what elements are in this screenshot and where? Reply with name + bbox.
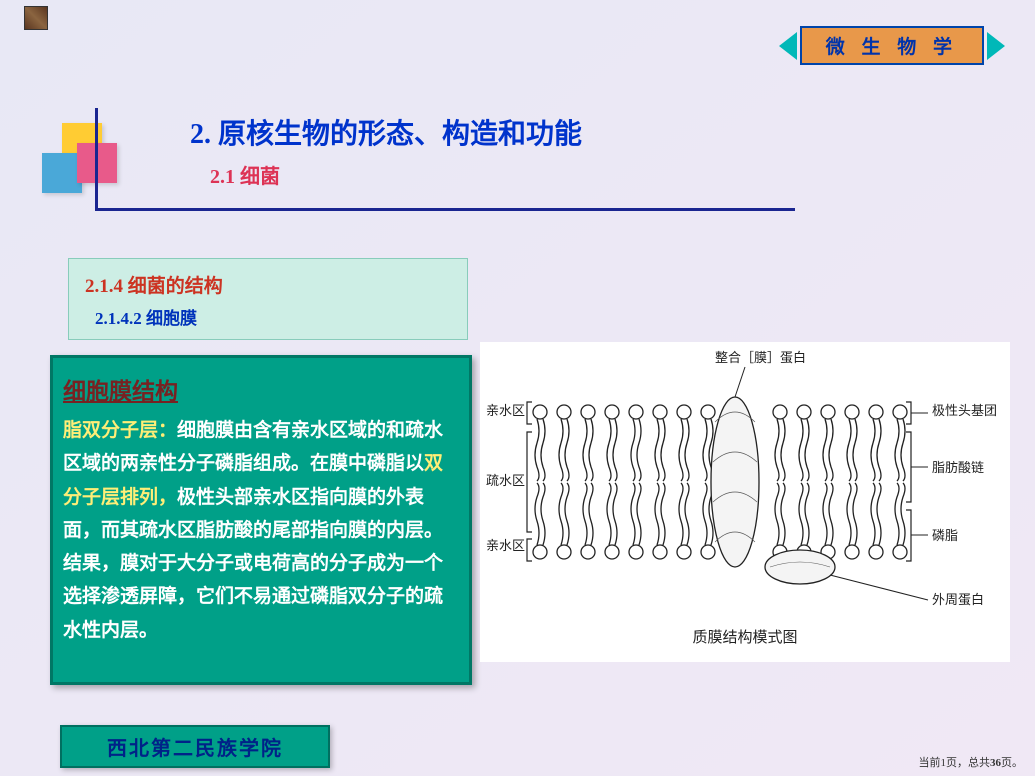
content-panel: 细胞膜结构 脂双分子层：细胞膜由含有亲水区域的和疏水区域的两亲性分子磷脂组成。在… bbox=[50, 355, 472, 685]
header-squares-graphic bbox=[42, 108, 172, 208]
footer-school: 西北第二民族学院 bbox=[60, 725, 330, 768]
ribbon-decoration bbox=[987, 32, 1005, 60]
diagram-caption: 质膜结构模式图 bbox=[692, 629, 797, 646]
label-phospholipid: 磷脂 bbox=[932, 528, 958, 543]
corner-icon bbox=[24, 6, 48, 30]
content-text: 脂双分子层：细胞膜由含有亲水区域的和疏水区域的两亲性分子磷脂组成。在膜中磷脂以双… bbox=[63, 414, 459, 647]
header-divider-horizontal bbox=[95, 208, 795, 211]
header-divider-vertical bbox=[95, 108, 98, 208]
label-fatty-chain: 脂肪酸链 bbox=[932, 460, 984, 475]
course-banner: 微 生 物 学 bbox=[779, 26, 1005, 65]
label-hydrophilic-2: 亲水区 bbox=[486, 538, 525, 553]
label-peripheral: 外周蛋白 bbox=[932, 592, 984, 607]
label-hydrophilic: 亲水区 bbox=[486, 403, 525, 418]
content-lead: 脂双分子层： bbox=[63, 420, 177, 441]
content-heading: 细胞膜结构 bbox=[63, 372, 459, 406]
label-polar-head: 极性头基团 bbox=[932, 403, 997, 418]
chapter-title: 2. 原核生物的形态、构造和功能 bbox=[190, 112, 582, 152]
membrane-diagram: 整合［膜］蛋白 亲水区 疏水区 亲水区 极性头基团 脂肪酸链 磷脂 外周蛋白 质… bbox=[480, 342, 1010, 662]
label-integral: 整合［膜］蛋白 bbox=[715, 350, 806, 365]
page-counter: 当前1页，总共36页。 bbox=[919, 754, 1024, 770]
content-body-2: 极性头部亲水区指向膜的外表面，而其疏水区脂肪酸的尾部指向膜的内层。结果，膜对于大… bbox=[63, 487, 443, 641]
subsection-number: 2.1.4 细菌的结构 bbox=[85, 271, 451, 298]
section-title: 2.1 细菌 bbox=[210, 160, 280, 189]
label-hydrophobic: 疏水区 bbox=[486, 473, 525, 488]
decor-square bbox=[42, 153, 82, 193]
subsection-box: 2.1.4 细菌的结构 2.1.4.2 细胞膜 bbox=[68, 258, 468, 340]
course-title: 微 生 物 学 bbox=[800, 26, 984, 65]
ribbon-decoration bbox=[779, 32, 797, 60]
subsection-sub: 2.1.4.2 细胞膜 bbox=[95, 304, 451, 329]
